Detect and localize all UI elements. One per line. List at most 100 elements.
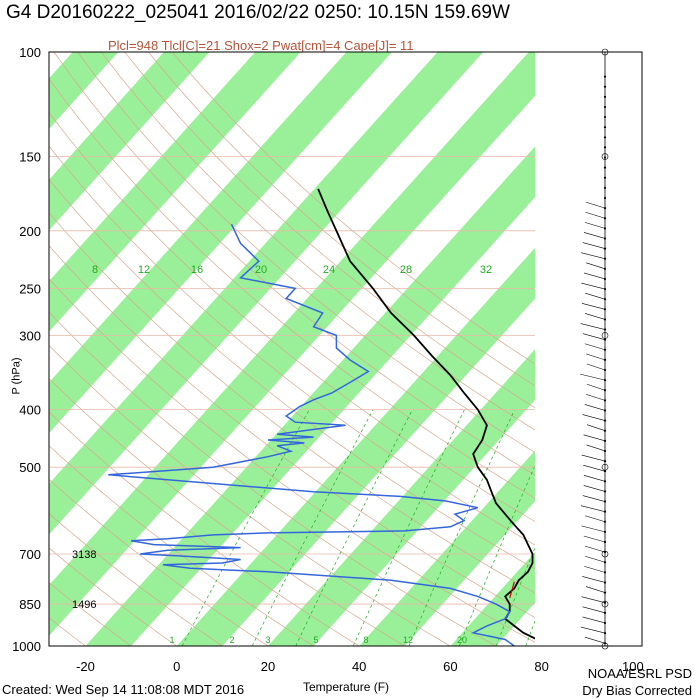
wind-barb (585, 211, 606, 219)
dry-adiabat (49, 245, 589, 646)
wind-barb (586, 383, 606, 391)
wind-barb (582, 576, 606, 583)
bottom-mixing-label: 8 (363, 635, 368, 645)
mixing-ratio-label: 28 (400, 264, 412, 276)
wind-barb (586, 363, 606, 371)
temperature-tick-label: 0 (173, 659, 180, 674)
wind-barb (581, 282, 606, 290)
pressure-tick-label: 850 (19, 597, 41, 612)
bottom-mixing-label: 20 (457, 635, 467, 645)
dewpoint-line (108, 223, 515, 646)
created-timestamp: Created: Wed Sep 14 11:08:08 MDT 2016 (2, 682, 245, 697)
wind-dot (603, 105, 607, 109)
isotherm-band (632, 635, 642, 646)
wind-dot (603, 611, 607, 614)
mixing-ratio-label: 8 (92, 264, 98, 276)
wind-barb (584, 566, 606, 573)
wind-barb (583, 464, 606, 472)
wind-dot (603, 156, 607, 159)
wind-barb (581, 252, 606, 259)
wind-barb (580, 626, 606, 634)
wind-barb (580, 505, 606, 512)
y-axis-label: P (hPa) (10, 357, 23, 395)
x-axis-label: Temperature (F) (303, 680, 390, 694)
temperature-line (317, 188, 552, 646)
wind-dot (603, 176, 607, 179)
wind-barb (585, 201, 606, 209)
dry-adiabat (49, 111, 642, 582)
wind-barb (581, 454, 606, 462)
mixing-ratio-label: 24 (323, 264, 335, 276)
wind-dot (603, 85, 607, 88)
temperature-tick-label: 100 (622, 659, 644, 674)
wind-barb (586, 424, 606, 431)
isotherm-band (359, 331, 642, 646)
chart-subtitle: Plcl=948 Tlcl[C]=21 Shox=2 Pwat[cm]=4 Ca… (108, 38, 414, 53)
dry-adiabat (171, 52, 642, 431)
wind-barb (583, 485, 606, 492)
wind-dot (603, 166, 607, 169)
pressure-tick-label: 200 (19, 224, 41, 239)
bottom-mixing-label: 1 (169, 635, 174, 645)
wind-barb (584, 313, 606, 320)
wind-dot (603, 95, 607, 98)
wind-barb (585, 586, 606, 593)
wind-dot (603, 631, 607, 635)
parcel-segment (509, 581, 515, 599)
isotherm-band (49, 52, 210, 231)
dry-adiabat (49, 278, 543, 646)
dry-adiabat (49, 547, 178, 646)
wind-barb (583, 434, 606, 442)
wind-barb (580, 373, 606, 381)
wind-dot (603, 146, 607, 149)
wind-barb (582, 242, 606, 249)
wind-barb (582, 606, 606, 614)
temperature-tick-label: 20 (261, 659, 275, 674)
temperature-tick-label: 60 (443, 659, 457, 674)
wind-barb (581, 596, 606, 604)
wind-barb (581, 525, 606, 533)
bottom-mixing-label: 3 (265, 635, 270, 645)
dry-adiabat (124, 52, 642, 473)
wind-barb (584, 404, 606, 411)
dry-adiabat (49, 145, 642, 605)
wind-barb (584, 343, 606, 351)
wind-panel-area (535, 52, 642, 646)
dry-adiabat (49, 311, 497, 646)
bottom-mixing-label: 2 (229, 635, 234, 645)
pressure-tick-label: 400 (19, 403, 41, 418)
wind-barb (584, 636, 606, 644)
org-label: NOAA/ESRL PSD (587, 666, 692, 681)
mixing-ratio-label: 12 (138, 264, 150, 276)
wind-barb (582, 495, 606, 502)
wind-barb (584, 545, 606, 553)
pressure-tick-label: 150 (19, 150, 41, 165)
wind-calm-circle (601, 600, 609, 608)
mixing-ratio-label: 20 (255, 264, 267, 276)
wind-barb (582, 414, 606, 421)
wind-barb (583, 475, 606, 482)
wind-barb (585, 555, 606, 563)
height-label: 3138 (72, 549, 96, 561)
bottom-mixing-label: 5 (313, 635, 318, 645)
bottom-mixing-label: 12 (403, 635, 413, 645)
wind-dot (603, 186, 607, 189)
dry-adiabat (49, 513, 223, 646)
wind-barb (581, 303, 606, 310)
pressure-tick-label: 300 (19, 328, 41, 343)
wind-barb (585, 515, 606, 523)
wind-barb (583, 535, 606, 543)
temperature-tick-label: 40 (352, 659, 366, 674)
wind-barb (582, 616, 606, 624)
isotherm-band (49, 52, 393, 434)
pressure-tick-label: 1000 (12, 639, 41, 654)
wind-barb (586, 262, 606, 270)
wind-dot (603, 115, 607, 119)
dry-adiabat (100, 52, 642, 494)
dry-adiabat (49, 344, 452, 646)
dry-adiabat (49, 479, 269, 646)
isotherm-band (49, 52, 119, 130)
dry-adiabat (148, 52, 642, 451)
pressure-tick-label: 100 (19, 45, 41, 60)
